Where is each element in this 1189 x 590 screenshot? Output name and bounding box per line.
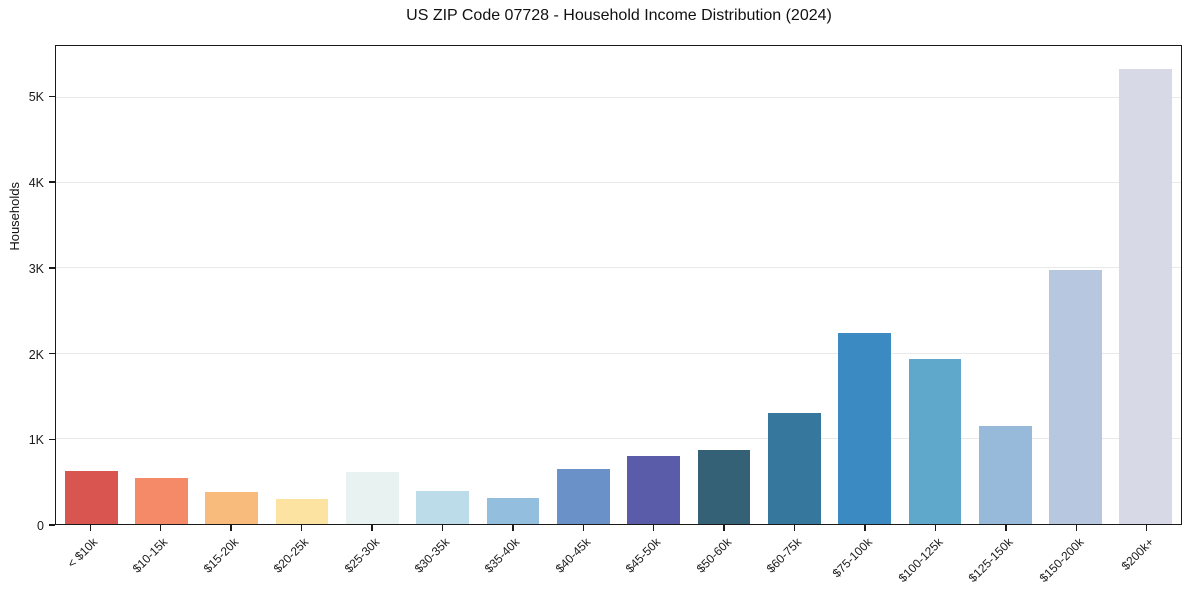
bar-< $10k (64, 471, 118, 524)
x-tick-label: $125-150k (965, 535, 1016, 586)
gridline-4K (56, 182, 1181, 184)
x-tick-mark (1005, 525, 1007, 531)
bar-$40-45k (556, 468, 610, 524)
x-tick-mark (512, 525, 514, 531)
x-tick-mark (653, 525, 655, 531)
bar-slot (759, 46, 829, 524)
bar-slot (337, 46, 407, 524)
y-tick-mark (49, 95, 55, 98)
x-tick-label: $50-60k (693, 535, 735, 576)
bar-$35-40k (486, 497, 540, 524)
x-tick-label: $200k+ (1118, 535, 1157, 573)
gridline-2K (56, 352, 1181, 354)
bar-slot (619, 46, 689, 524)
x-tick-mark (582, 525, 584, 531)
x-tick-mark (1146, 525, 1148, 531)
x-tick-mark (793, 525, 796, 531)
bar-$20-25k (275, 499, 329, 524)
bar-slot (408, 46, 478, 524)
x-tick-mark (230, 525, 232, 531)
bar-slot (1040, 46, 1110, 524)
x-tick-label: $35-40k (482, 535, 523, 576)
bar-$25-30k (346, 471, 399, 524)
plot-area (55, 45, 1182, 525)
x-tick-label: $15-20k (200, 535, 241, 576)
x-tick-mark (159, 525, 162, 531)
y-axis: 0 1K 2K 3K 4K 5K (0, 45, 55, 533)
x-tick-label: $20-25k (270, 535, 312, 576)
x-axis: < $10k $10-15k $15-20k $20-25k $25-30k $30-35… (55, 525, 1182, 585)
x-tick-mark (723, 525, 725, 531)
x-tick-mark (1075, 525, 1078, 531)
bar-$10-15k (135, 477, 188, 524)
x-tick-label: $40-45k (552, 535, 594, 576)
x-tick-label: $10-15k (129, 535, 171, 576)
y-tick-label: 2K (28, 347, 44, 362)
y-tick-label: 3K (28, 261, 44, 276)
x-tick-mark (934, 525, 937, 531)
bar-slot (970, 46, 1040, 524)
x-tick-mark (441, 525, 444, 531)
bar-slot (126, 46, 196, 524)
gridline-5K (56, 96, 1181, 98)
y-tick-label: 1K (28, 433, 44, 448)
y-tick-mark (49, 352, 55, 355)
bar-$75-100k (838, 332, 891, 524)
x-tick-mark (89, 525, 91, 531)
bar-$30-35k (416, 491, 470, 524)
bar-slot (56, 46, 126, 524)
bar-$150-200k (1049, 270, 1102, 524)
bar-$60-75k (767, 413, 821, 524)
bar-slot (900, 46, 970, 524)
y-tick-label: 5K (28, 90, 44, 105)
x-tick-mark (864, 525, 866, 531)
gridline-3K (56, 267, 1181, 269)
x-tick-label: $30-35k (411, 535, 453, 576)
bar-slot (197, 46, 267, 524)
gridline-1K (56, 438, 1181, 440)
chart-title: US ZIP Code 07728 - Household Income Dis… (406, 7, 832, 24)
x-tick-label: $100-125k (895, 535, 946, 586)
y-tick-mark (49, 438, 55, 440)
x-tick-label: $75-100k (829, 535, 875, 581)
bar-$45-50k (627, 455, 681, 524)
x-tick-label: $60-75k (763, 535, 805, 576)
bar-slot (689, 46, 759, 524)
y-tick-mark (49, 181, 55, 183)
bar-slot (267, 46, 337, 524)
bar-slot (548, 46, 618, 524)
bar-slot (829, 46, 899, 524)
x-tick-mark (300, 525, 303, 531)
x-tick-label: $45-50k (623, 535, 664, 576)
bar-$100-125k (908, 358, 962, 524)
bar-$125-150k (978, 425, 1032, 524)
y-tick-mark (49, 267, 55, 269)
bar-slot (1111, 46, 1181, 524)
x-tick-label: $150-200k (1036, 535, 1087, 586)
x-tick-label: $25-30k (341, 535, 382, 576)
bar-slot (478, 46, 548, 524)
x-tick-mark (371, 525, 373, 531)
y-tick-label: 4K (28, 176, 44, 191)
bar-$200k+ (1119, 69, 1173, 524)
bar-$15-20k (205, 492, 259, 524)
bar-$50-60k (697, 449, 751, 524)
y-tick-label: 0 (37, 519, 44, 533)
bars-container (56, 46, 1181, 524)
y-tick-mark (49, 524, 55, 526)
x-tick-label: < $10k (64, 535, 101, 571)
